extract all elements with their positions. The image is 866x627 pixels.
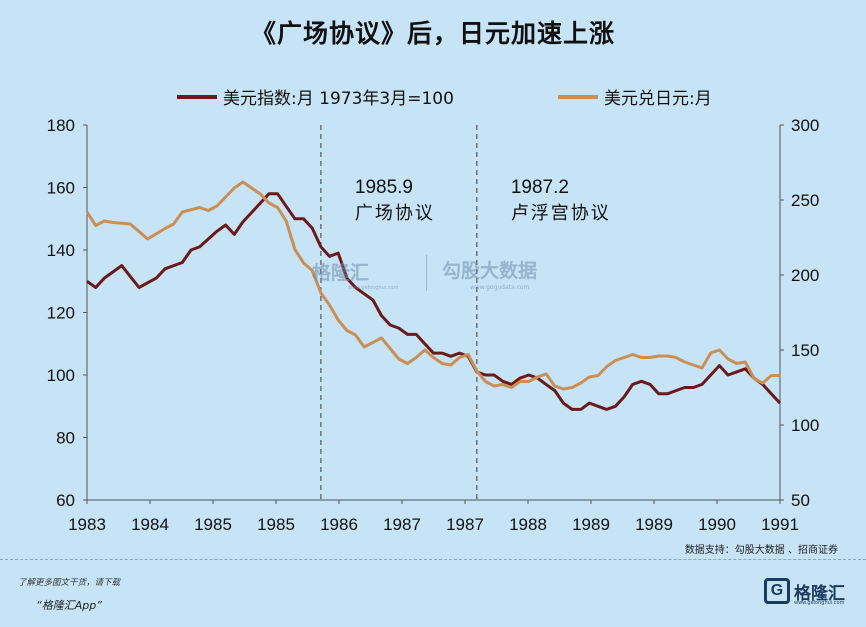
data-source: 数据支持：勾股大数据 、招商证券	[684, 545, 838, 556]
annotations: 1985.9 广场协议 1987.2 卢浮宫协议	[320, 125, 611, 500]
gelonghui-logo: G 格隆汇 www.gelonghui.com	[764, 578, 859, 620]
watermark-brand-2: 勾股大数据	[442, 260, 538, 282]
right-axis-tick-label: 250	[791, 191, 819, 210]
x-axis-tick-label: 1989	[572, 515, 610, 534]
event-name-label: 卢浮宫协议	[511, 203, 611, 224]
x-axis-tick-label: 1984	[131, 515, 169, 534]
axes: 60 80 100 120 140 160 180 50 100 150 200 250 300 1983…	[47, 116, 820, 534]
left-axis-tick-label: 100	[47, 366, 75, 385]
download-app-name: “格隆汇App”	[36, 599, 102, 612]
left-axis-tick-label: 180	[47, 116, 75, 135]
right-axis-tick-label: 50	[791, 491, 810, 510]
watermark-divider	[426, 255, 427, 291]
left-axis-tick-label: 60	[56, 491, 75, 510]
x-axis-tick-label: 1985	[194, 515, 232, 534]
legend-label: 美元指数:月 1973年3月=100	[223, 89, 454, 109]
event-year-label: 1985.9	[355, 177, 413, 198]
legend: 美元指数:月 1973年3月=100 美元兑日元:月	[177, 89, 712, 109]
dollar-index-line	[86, 192, 782, 411]
chart-canvas: 美元指数:月 1973年3月=100 美元兑日元:月 60 80 100 120 140 1…	[47, 89, 820, 534]
legend-label: 美元兑日元:月	[604, 89, 712, 109]
right-axis-tick-label: 150	[791, 341, 819, 360]
usdjpy-line	[85, 180, 780, 391]
event-year-label: 1987.2	[511, 177, 569, 198]
x-axis-tick-label: 1989	[635, 515, 673, 534]
series-lines	[85, 180, 782, 411]
logo-g-icon: G	[764, 578, 790, 604]
left-axis-tick-label: 160	[47, 179, 75, 198]
x-axis-tick-label: 1987	[446, 515, 484, 534]
left-axis-tick-label: 140	[47, 241, 75, 260]
right-axis-tick-label: 100	[791, 416, 819, 435]
chart-title: 《广场协议》后，日元加速上涨	[250, 19, 615, 48]
x-axis-tick-label: 1986	[320, 515, 358, 534]
logo-url: www.gelonghui.com	[794, 600, 845, 606]
footer-divider	[0, 559, 866, 560]
x-axis-tick-label: 1991	[761, 515, 799, 534]
x-axis-tick-label: 1987	[383, 515, 421, 534]
x-axis-tick-label: 1983	[68, 515, 106, 534]
x-axis-tick-label: 1990	[698, 515, 736, 534]
event-name-label: 广场协议	[355, 203, 435, 224]
download-prompt: 了解更多图文干货，请下载	[18, 578, 121, 588]
x-axis-tick-label: 1988	[509, 515, 547, 534]
right-axis-tick-label: 200	[791, 266, 819, 285]
left-axis-tick-label: 120	[47, 304, 75, 323]
watermark-url: www.gelonghui.com	[348, 285, 399, 291]
logo-text: 格隆汇	[794, 584, 845, 604]
left-axis-tick-label: 80	[56, 429, 75, 448]
watermark-url-2: www.gogudata.com	[470, 284, 530, 291]
watermark-brand: 格隆汇	[312, 262, 370, 284]
x-axis-tick-label: 1985	[257, 515, 295, 534]
right-axis-tick-label: 300	[791, 116, 819, 135]
